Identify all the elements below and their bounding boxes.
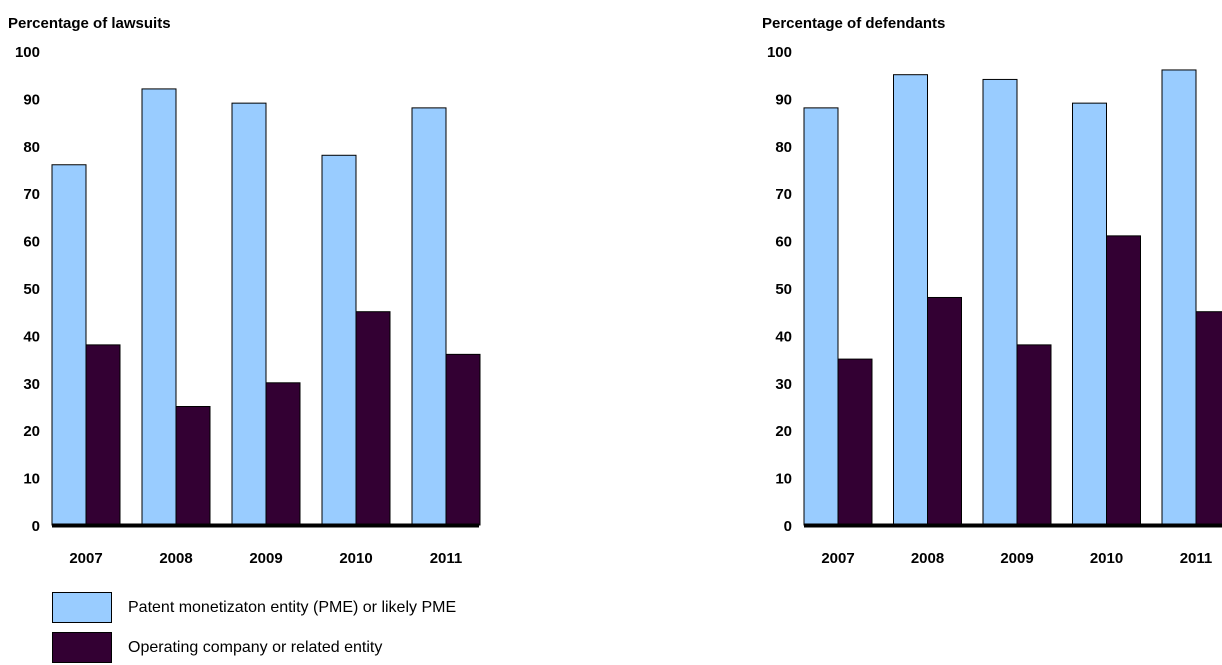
bar-pme	[231, 102, 267, 526]
legend-label-pme: Patent monetizaton entity (PME) or likel…	[128, 599, 457, 616]
legend-swatch-operating-company	[52, 632, 112, 663]
bar-pme	[893, 74, 928, 526]
y-tick-label: 70	[775, 186, 792, 203]
y-tick-label: 50	[775, 281, 792, 298]
y-tick-label: 10	[23, 471, 40, 488]
x-tick-label: 2007	[821, 550, 854, 567]
bar-pme	[1161, 69, 1197, 526]
bar-operating-company	[927, 296, 962, 526]
bar-pme	[411, 107, 447, 526]
y-tick-label: 30	[23, 376, 40, 393]
bar-pme	[982, 78, 1018, 526]
y-tick-label: 90	[23, 91, 40, 108]
bar-pme	[803, 107, 839, 526]
x-tick-label: 2009	[249, 550, 282, 567]
legend-item-pme: Patent monetizaton entity (PME) or likel…	[52, 592, 552, 625]
chart-title: Percentage of defendants	[762, 15, 945, 32]
y-tick-label: 60	[23, 234, 40, 251]
y-tick-label: 50	[23, 281, 40, 298]
y-tick-label: 100	[15, 44, 40, 61]
legend-item-operating-company: Operating company or related entity	[52, 632, 552, 665]
x-tick-label: 2010	[339, 550, 372, 567]
x-tick-label: 2010	[1090, 550, 1123, 567]
x-tick-label: 2008	[911, 550, 944, 567]
y-tick-label: 90	[775, 91, 792, 108]
bar-operating-company	[85, 344, 121, 526]
bar-pme	[1072, 102, 1107, 526]
x-tick-label: 2009	[1000, 550, 1033, 567]
bar-operating-company	[1016, 344, 1052, 526]
y-tick-label: 0	[32, 518, 40, 535]
y-tick-label: 20	[23, 423, 40, 440]
y-tick-label: 80	[775, 139, 792, 156]
bar-operating-company	[1106, 235, 1141, 526]
bar-pme	[321, 154, 357, 526]
x-tick-label: 2011	[430, 550, 463, 567]
bar-operating-company	[445, 353, 481, 526]
y-tick-label: 30	[775, 376, 792, 393]
y-tick-label: 40	[23, 328, 40, 345]
x-tick-label: 2007	[69, 550, 102, 567]
x-tick-label: 2011	[1180, 550, 1213, 567]
bar-pme	[141, 88, 177, 526]
bar-pme	[51, 164, 87, 526]
y-tick-label: 0	[784, 518, 792, 535]
bar-operating-company	[355, 311, 391, 526]
chart-title: Percentage of lawsuits	[8, 15, 171, 32]
y-tick-label: 100	[767, 44, 792, 61]
y-tick-label: 80	[23, 139, 40, 156]
bar-operating-company	[1195, 311, 1222, 526]
y-tick-label: 60	[775, 234, 792, 251]
legend-swatch-pme	[52, 592, 112, 623]
bar-operating-company	[837, 358, 873, 526]
x-tick-label: 2008	[159, 550, 192, 567]
legend-label-operating-company: Operating company or related entity	[128, 639, 383, 656]
y-tick-label: 40	[775, 328, 792, 345]
lawsuits-chart: Percentage of lawsuits 0 10 20 30 40 50 60 70 80 9…	[8, 15, 481, 567]
y-tick-label: 10	[775, 471, 792, 488]
bar-operating-company	[175, 406, 211, 526]
bar-operating-company	[265, 382, 301, 526]
y-tick-label: 70	[23, 186, 40, 203]
defendants-chart: Percentage of defendants 0 10 20 30 40 50 60 70 8…	[762, 15, 1222, 567]
y-tick-label: 20	[775, 423, 792, 440]
